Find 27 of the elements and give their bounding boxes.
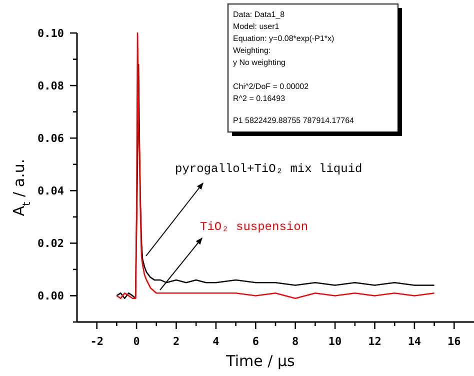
y-tick-label: 0.08 [38,79,64,92]
annotation: Weighting: [233,46,271,55]
x-tick-label: -2 [90,335,104,348]
y-tick-label: 0.10 [38,26,64,40]
x-tick-label: 12 [368,335,382,348]
x-tick-label: 0 [133,335,140,348]
x-tick-label: 6 [252,335,260,348]
annotation: P1 5822429.88755 787914.17764 [233,116,355,125]
annotation: Equation: y=0.08*exp(-P1*x) [233,34,335,43]
annotation: y No weighting [233,58,286,67]
annotation: R^2 = 0.16493 [233,94,286,103]
x-tick-label: 8 [292,335,299,348]
y-tick-label: 0.06 [38,132,64,145]
annotation: Chi^2/DoF = 0.00002 [233,82,310,91]
x-tick-label: 10 [328,335,342,348]
x-tick-label: 16 [448,335,462,348]
text: Model: user1 [233,22,280,31]
text: Data: Data1_8 [233,10,286,19]
x-tick-label: 4 [212,335,220,348]
text: pyrogallol+TiO₂ mix liquid [175,162,362,176]
x-tick-label: 14 [408,335,422,348]
x-tick-label: 2 [172,335,180,348]
y-tick-label: 0.00 [38,290,64,303]
y-tick-label: 0.02 [38,237,64,250]
y-tick-label: 0.04 [38,184,64,198]
x-axis-title: Time / μs [225,352,296,370]
text: TiO₂ suspension [200,220,308,234]
